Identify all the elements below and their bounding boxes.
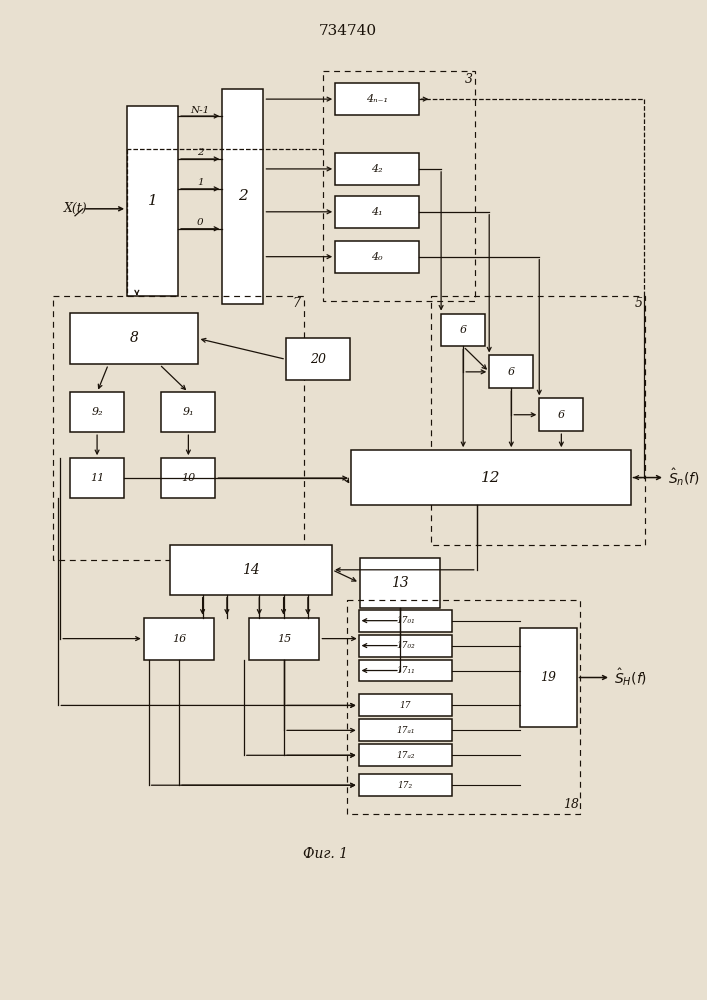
Bar [286, 338, 350, 380]
Text: Фиг. 1: Фиг. 1 [303, 847, 348, 861]
Text: 7: 7 [293, 297, 300, 310]
Bar [358, 694, 452, 716]
Text: 9₁: 9₁ [182, 407, 194, 417]
Text: 3: 3 [464, 73, 472, 86]
Bar [161, 458, 216, 498]
Bar [358, 719, 452, 741]
Text: 6: 6 [460, 325, 467, 335]
Text: 1: 1 [148, 194, 158, 208]
Bar [335, 83, 419, 115]
Bar [249, 618, 320, 660]
Text: 6: 6 [558, 410, 565, 420]
Text: 0: 0 [197, 218, 204, 227]
Text: X(t): X(t) [64, 202, 88, 215]
Text: 17: 17 [399, 701, 411, 710]
Text: 4₁: 4₁ [371, 207, 382, 217]
Bar [323, 71, 476, 301]
Text: 11: 11 [90, 473, 104, 483]
Text: 6: 6 [508, 367, 515, 377]
Bar [489, 355, 533, 388]
Bar [441, 314, 485, 346]
Text: 10: 10 [181, 473, 196, 483]
Bar [358, 635, 452, 657]
Bar [170, 545, 332, 595]
Bar [431, 296, 645, 545]
Text: 17₀₂: 17₀₂ [396, 641, 415, 650]
Bar [54, 296, 304, 560]
Text: 2: 2 [238, 189, 247, 203]
Bar [335, 241, 419, 273]
Bar [161, 392, 216, 432]
Bar [70, 458, 124, 498]
Text: 4ₙ₋₁: 4ₙ₋₁ [366, 94, 388, 104]
Text: 9₂: 9₂ [91, 407, 103, 417]
Bar [144, 618, 214, 660]
Text: 13: 13 [391, 576, 409, 590]
Text: 14: 14 [243, 563, 260, 577]
Text: 8: 8 [129, 331, 139, 345]
Text: 17₂: 17₂ [398, 781, 413, 790]
Bar [358, 744, 452, 766]
Text: 20: 20 [310, 353, 326, 366]
Bar [335, 153, 419, 185]
Text: $\hat{S}_{n}(f)$: $\hat{S}_{n}(f)$ [668, 467, 700, 488]
Bar [70, 392, 124, 432]
Text: 19: 19 [540, 671, 556, 684]
Text: 17ₐ₁: 17ₐ₁ [396, 726, 414, 735]
Bar [520, 628, 577, 727]
Text: 18: 18 [563, 798, 578, 811]
Bar [539, 398, 583, 431]
Text: 5: 5 [634, 297, 643, 310]
Bar [222, 89, 264, 304]
Bar [127, 106, 178, 296]
Bar [358, 660, 452, 681]
Text: 17ₐ₂: 17ₐ₂ [396, 751, 414, 760]
Text: 16: 16 [172, 634, 186, 644]
Text: 15: 15 [277, 634, 291, 644]
Bar [347, 600, 580, 814]
Text: 1: 1 [197, 178, 204, 187]
Text: 2: 2 [197, 148, 204, 157]
Bar [358, 774, 452, 796]
Bar [335, 196, 419, 228]
Text: 12: 12 [481, 471, 501, 485]
Text: N-1: N-1 [190, 106, 210, 115]
Text: 4₂: 4₂ [371, 164, 382, 174]
Bar [351, 450, 631, 505]
Text: 4₀: 4₀ [371, 252, 382, 262]
Bar [358, 610, 452, 632]
Bar [70, 313, 198, 364]
Text: $\hat{S}_{H}(f)$: $\hat{S}_{H}(f)$ [614, 667, 647, 688]
Text: 17₁₁: 17₁₁ [396, 666, 415, 675]
Text: 734740: 734740 [319, 24, 377, 38]
Bar [360, 558, 440, 608]
Text: 17₀₁: 17₀₁ [396, 616, 415, 625]
